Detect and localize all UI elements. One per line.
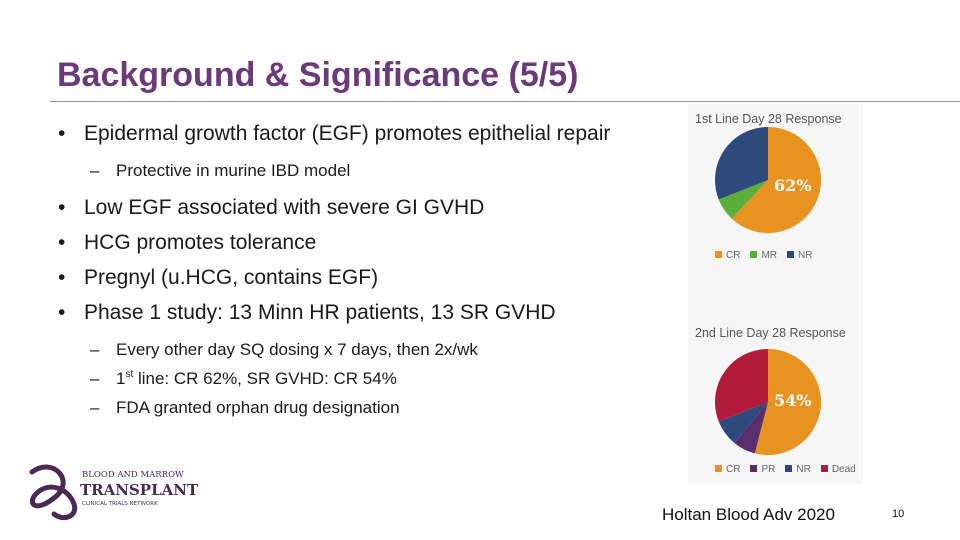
legend-label: CR <box>726 250 741 261</box>
legend-item-cr: CR <box>715 464 740 475</box>
legend-second-line: CR PR NR Dead <box>715 464 866 475</box>
sub-bullet-dash: – <box>90 340 100 359</box>
bullet-phase1: • Phase 1 study: 13 Minn HR patients, 13 … <box>58 295 658 330</box>
legend-item-pr: PR <box>750 464 775 475</box>
sub-bullet-response: –1st line: CR 62%, SR GVHD: CR 54% <box>58 364 658 393</box>
pie-slice-cr <box>731 127 821 233</box>
legend-item-nr: NR <box>785 464 811 475</box>
bullet-dot: • <box>58 301 66 324</box>
logo-line-2: TRANSPLANT <box>80 481 199 499</box>
sub-bullet-dash: – <box>90 161 100 180</box>
legend-item-mr: MR <box>750 250 777 261</box>
legend-label: Dead <box>831 464 856 475</box>
bullet-text: Phase 1 study: 13 Minn HR patients, 13 S… <box>84 301 556 324</box>
pie-chart-first-line <box>715 127 821 233</box>
bullet-list: • Epidermal growth factor (EGF) promotes … <box>58 120 658 422</box>
legend-swatch <box>750 251 758 258</box>
pie-slice-nr <box>718 402 768 443</box>
sub-bullet-text: FDA granted orphan drug designation <box>116 398 400 417</box>
bullet-low-egf: • Low EGF associated with severe GI GVHD <box>58 190 658 225</box>
chart-title-first-line: 1st Line Day 28 Response <box>695 112 842 126</box>
legend-label: NR <box>798 250 813 261</box>
legend-first-line: CR MR NR <box>715 250 822 261</box>
pie-slice-dead <box>715 349 768 422</box>
title-divider <box>50 101 960 102</box>
sub-bullet-fda: – FDA granted orphan drug designation <box>58 393 658 422</box>
logo-line-1: BLOOD AND MARROW <box>82 470 184 480</box>
bullet-dot: • <box>58 122 66 145</box>
bullet-dot: • <box>58 266 66 289</box>
response-charts-panel: 1st Line Day 28 Response 62% CR MR NR 2nd … <box>688 104 863 484</box>
legend-swatch <box>715 251 722 258</box>
bullet-dot: • <box>58 231 66 254</box>
sub-bullet-text: Protective in murine IBD model <box>116 161 351 180</box>
sub-bullet-dash: – <box>90 398 100 417</box>
pie-slice-cr <box>754 349 821 455</box>
bmt-ctn-logo: BLOOD AND MARROW TRANSPLANT CLINICAL TRI… <box>29 464 199 521</box>
legend-item-cr: CR <box>715 250 740 261</box>
legend-swatch <box>787 251 795 258</box>
legend-label: NR <box>796 464 811 475</box>
sub-bullet-text: 1st line: CR 62%, SR GVHD: CR 54% <box>116 369 397 388</box>
legend-item-nr: NR <box>787 250 812 261</box>
pie-label-second-line: 54% <box>774 391 812 410</box>
legend-swatch <box>715 465 722 472</box>
bullet-text: Epidermal growth factor (EGF) promotes e… <box>84 122 611 145</box>
pie-slice-pr <box>734 402 768 454</box>
logo-line-3: CLINICAL TRIALS NETWORK <box>82 501 158 507</box>
legend-label: CR <box>726 464 741 475</box>
legend-item-dead: Dead <box>820 464 856 475</box>
chart-title-second-line: 2nd Line Day 28 Response <box>695 326 846 340</box>
bullet-text: Low EGF associated with severe GI GVHD <box>84 196 485 219</box>
bullet-dot: • <box>58 196 66 219</box>
sub-bullet-dosing: – Every other day SQ dosing x 7 days, the… <box>58 335 658 364</box>
legend-swatch <box>785 465 793 472</box>
bullet-text: HCG promotes tolerance <box>84 231 317 254</box>
pie-slice-nr <box>715 127 768 200</box>
sub-bullet-dash: – <box>90 369 100 388</box>
pie-label-first-line: 62% <box>774 176 812 195</box>
legend-swatch <box>750 465 758 472</box>
pie-slice-mr <box>718 180 768 219</box>
legend-swatch <box>820 465 828 472</box>
bullet-hcg: • HCG promotes tolerance <box>58 225 658 260</box>
pie-chart-second-line <box>715 349 821 455</box>
legend-label: MR <box>761 250 778 261</box>
legend-label: PR <box>761 464 776 475</box>
page-number: 10 <box>892 508 905 520</box>
bullet-text: Pregnyl (u.HCG, contains EGF) <box>84 266 379 289</box>
sub-bullet-ibd: – Protective in murine IBD model <box>58 156 658 185</box>
bullet-pregnyl: • Pregnyl (u.HCG, contains EGF) <box>58 260 658 295</box>
citation: Holtan Blood Adv 2020 <box>662 505 835 524</box>
bullet-egf: • Epidermal growth factor (EGF) promotes … <box>58 120 658 148</box>
slide-title: Background & Significance (5/5) <box>57 56 579 94</box>
sub-bullet-text: Every other day SQ dosing x 7 days, then… <box>116 340 478 359</box>
